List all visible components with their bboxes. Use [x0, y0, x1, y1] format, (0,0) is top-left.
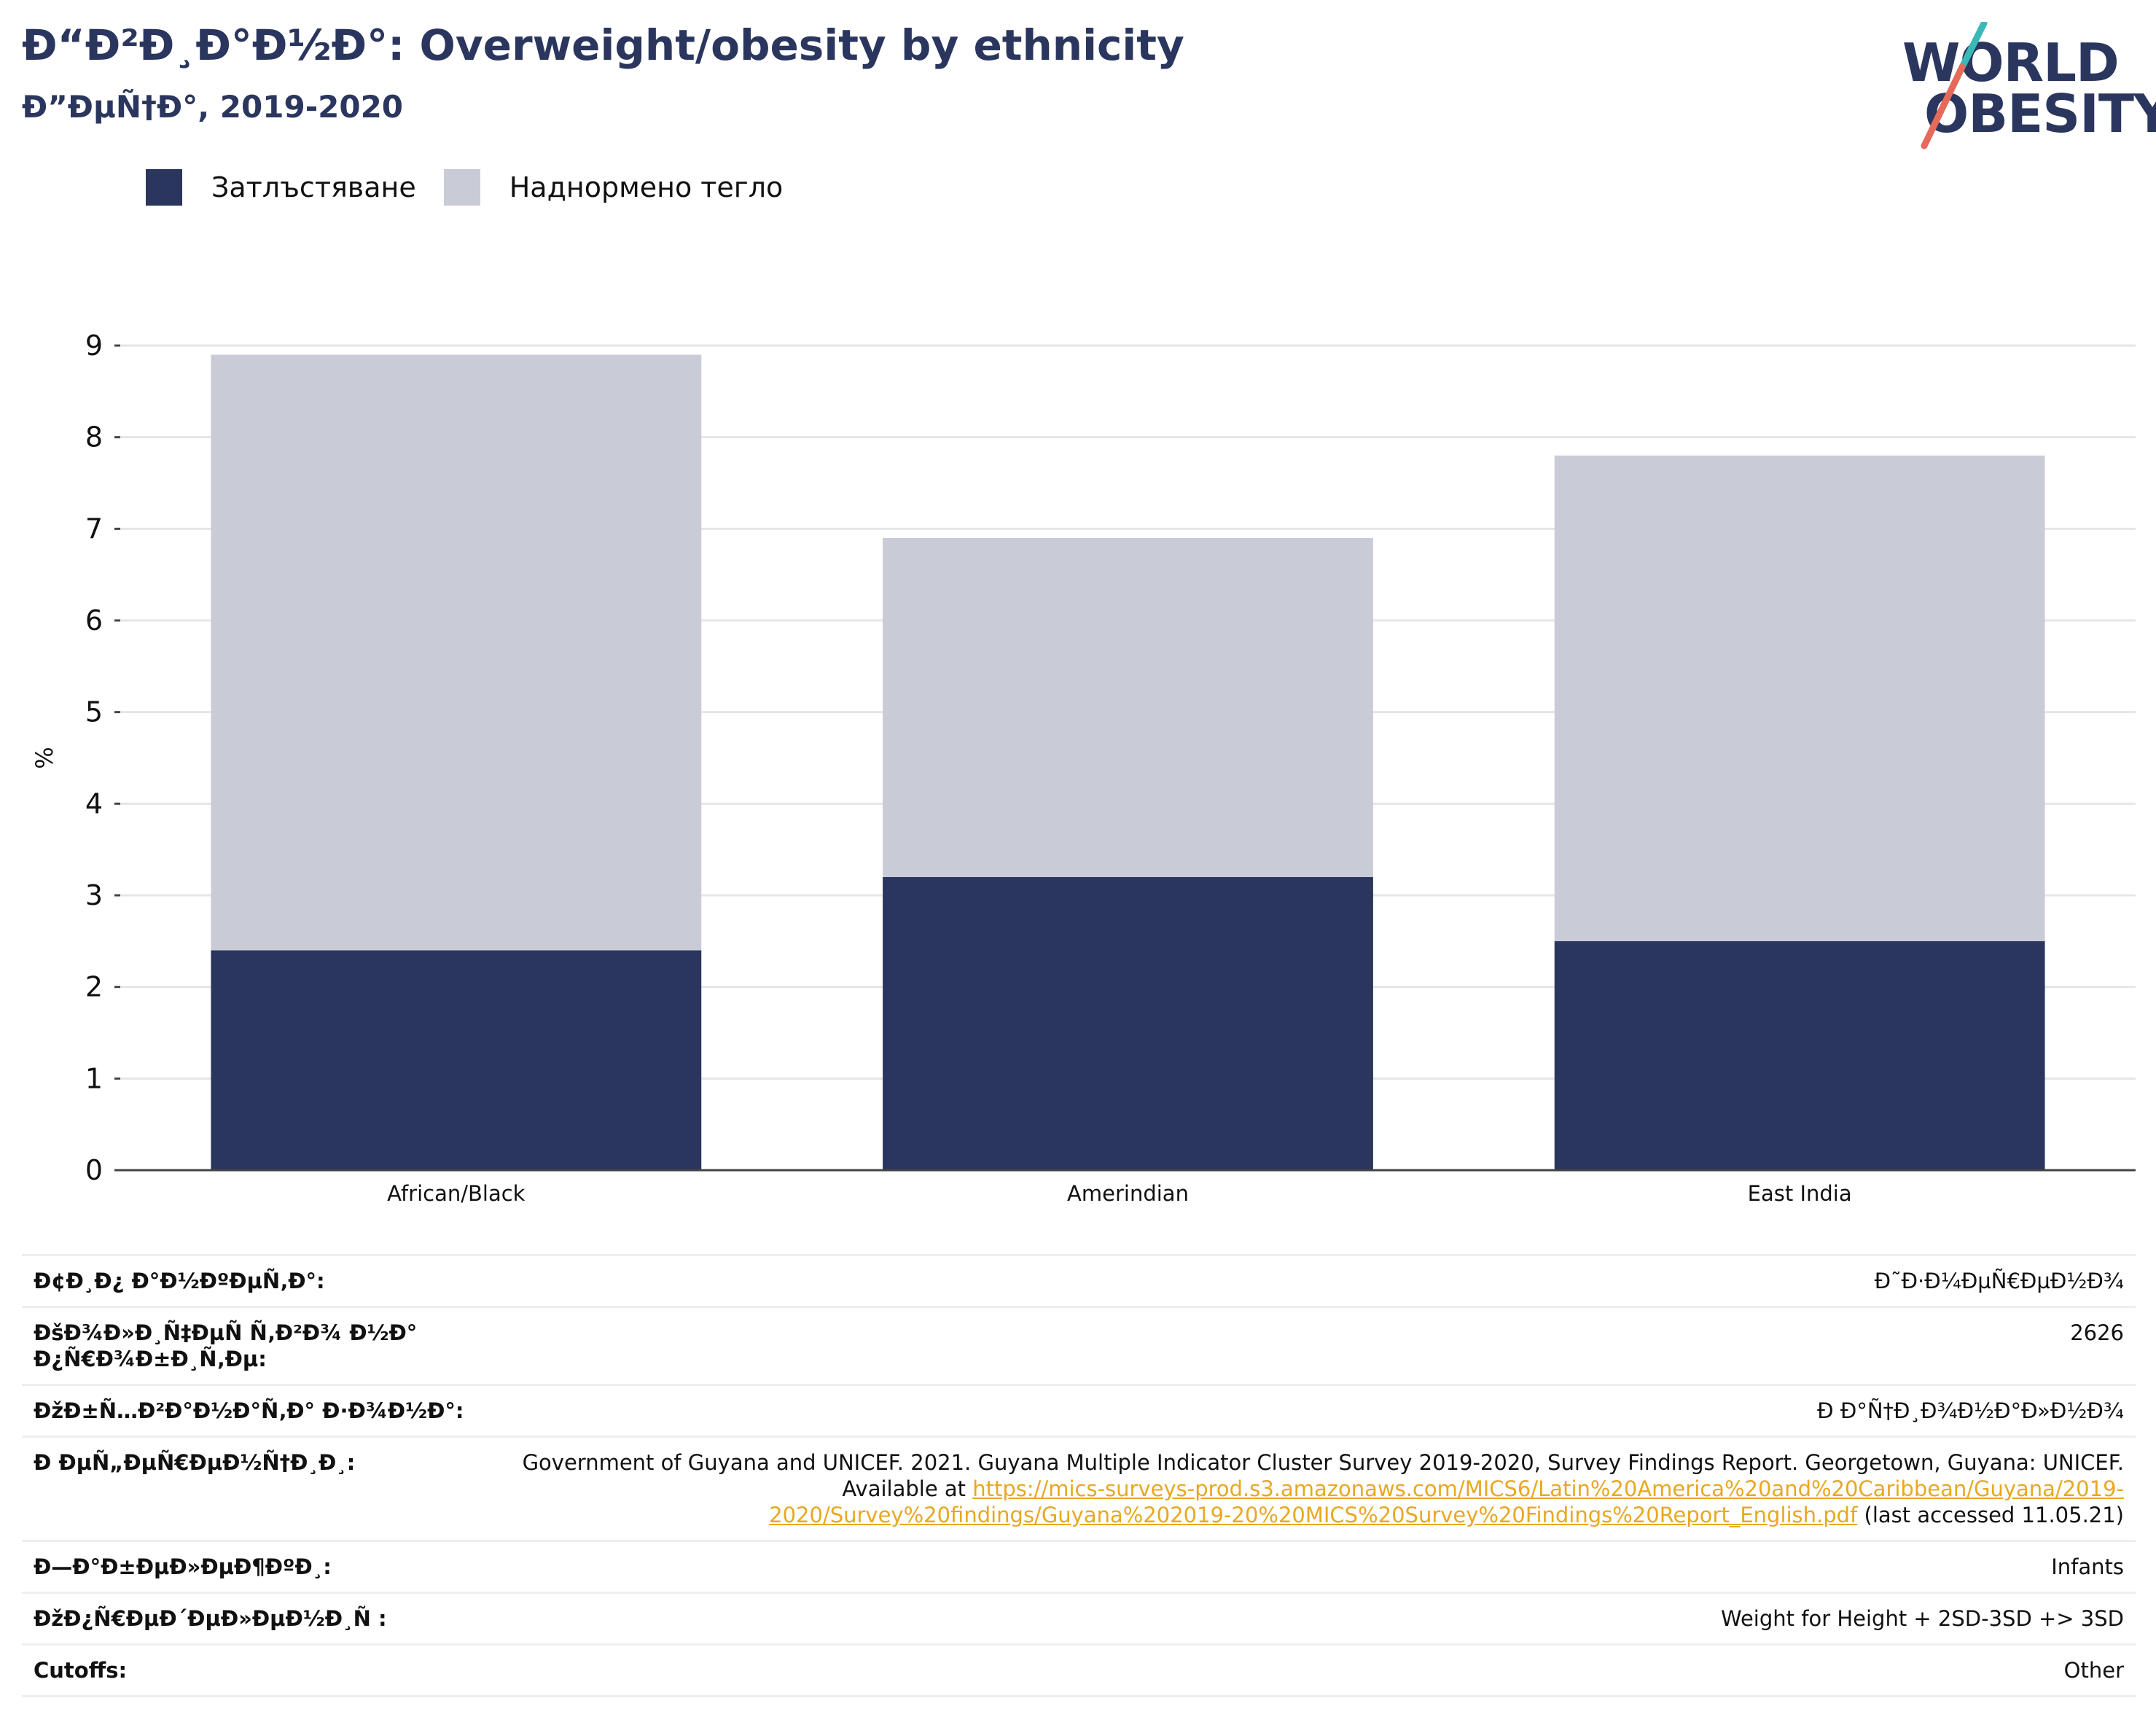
row-key: Cutoffs: — [34, 1658, 128, 1683]
legend-swatch-overweight — [443, 169, 480, 206]
table-row: ÐžÐ±Ñ…Ð²Ð°Ð½Ð°Ñ‚Ð° Ð·Ð¾Ð½Ð°: Ð Ð°Ñ†Ð¸Ð¾Ð… — [22, 1384, 2136, 1436]
y-tick-label: 8 — [85, 421, 103, 453]
page-title: Ð“Ð²Ð¸Ð°Ð½Ð°: Overweight/obesity by ethn… — [22, 20, 1184, 70]
legend-label-obesity: Затлъстяване — [211, 171, 416, 203]
metadata-table: Ð¢Ð¸Ð¿ Ð°Ð½ÐºÐµÑ‚Ð°: Ð˜Ð·Ð¼ÐµÑ€ÐµÐ½Ð¾ Ðš… — [22, 1254, 2136, 1697]
y-tick-label: 4 — [85, 787, 103, 819]
row-value: Ð˜Ð·Ð¼ÐµÑ€ÐµÐ½Ð¾ — [1874, 1269, 2124, 1293]
row-value: Weight for Height + 2SD-3SD +> 3SD — [1720, 1606, 2124, 1631]
y-tick-label: 7 — [85, 513, 103, 545]
page-subtitle: Ð”ÐµÑ†Ð°, 2019-2020 — [22, 89, 404, 125]
table-row: ÐšÐ¾Ð»Ð¸Ñ‡ÐµÑ Ñ‚Ð²Ð¾ Ð½Ð° Ð¿Ñ€Ð¾Ð±Ð¸Ñ‚Ðµ… — [22, 1306, 2136, 1384]
row-key: Ð—Ð°Ð±ÐµÐ»ÐµÐ¶ÐºÐ¸: — [34, 1554, 332, 1579]
x-tick-label: African/Black — [387, 1181, 526, 1206]
table-row: Ð¢Ð¸Ð¿ Ð°Ð½ÐºÐµÑ‚Ð°: Ð˜Ð·Ð¼ÐµÑ€ÐµÐ½Ð¾ — [22, 1254, 2136, 1306]
row-value: 2626 — [2070, 1320, 2124, 1345]
world-obesity-logo: WORLD OBESITY — [1902, 22, 2156, 153]
row-key: ÐšÐ¾Ð»Ð¸Ñ‡ÐµÑ Ñ‚Ð²Ð¾ Ð½Ð° Ð¿Ñ€Ð¾Ð±Ð¸Ñ‚Ðµ… — [34, 1320, 418, 1371]
reference-link[interactable]: https://mics-surveys-prod.s3.amazonaws.c… — [769, 1476, 2124, 1527]
y-tick-label: 5 — [85, 696, 103, 728]
y-tick-label: 9 — [85, 330, 103, 362]
bar-obesity — [1554, 941, 2045, 1170]
bar-overweight — [883, 537, 1373, 877]
row-value: Infants — [2051, 1554, 2124, 1579]
y-tick-label: 2 — [85, 971, 103, 1003]
row-value: Ð Ð°Ñ†Ð¸Ð¾Ð½Ð°Ð»Ð½Ð¾ — [1817, 1398, 2124, 1423]
row-key: ÐžÐ¿Ñ€ÐµÐ´ÐµÐ»ÐµÐ½Ð¸Ñ : — [34, 1606, 387, 1631]
row-value-references: Government of Guyana and UNICEF. 2021. G… — [520, 1449, 2124, 1528]
bar-obesity — [211, 950, 702, 1170]
logo-line-2: OBESITY — [1924, 83, 2156, 144]
y-axis-label: % — [31, 747, 58, 768]
y-tick-label: 3 — [85, 879, 103, 911]
y-tick-label: 0 — [85, 1154, 103, 1186]
reference-accessed: (last accessed 11.05.21) — [1857, 1503, 2125, 1527]
legend-label-overweight: Наднормено тегло — [509, 171, 784, 203]
row-key: Ð¢Ð¸Ð¿ Ð°Ð½ÐºÐµÑ‚Ð°: — [34, 1269, 325, 1293]
y-tick-label: 6 — [85, 604, 103, 636]
bar-overweight — [1554, 455, 2045, 941]
y-tick-label: 1 — [85, 1062, 103, 1094]
chart-legend: Затлъстяване Наднормено тегло — [146, 168, 811, 207]
stacked-bar-chart: 0 1 2 3 4 5 6 7 8 9% African/Black Amerindian East I… — [31, 330, 2136, 1206]
table-row: Ð—Ð°Ð±ÐµÐ»ÐµÐ¶ÐºÐ¸: Infants — [22, 1540, 2136, 1592]
table-row: Ð ÐµÑ„ÐµÑ€ÐµÐ½Ñ†Ð¸Ð¸: Government of Guya… — [22, 1436, 2136, 1540]
table-row: Cutoffs: Other — [22, 1643, 2136, 1697]
legend-item-overweight: Наднормено тегло — [443, 169, 784, 206]
x-tick-label: East India — [1748, 1181, 1852, 1206]
logo-line-1: WORLD — [1902, 32, 2120, 93]
logo-slash-icon — [1921, 22, 1988, 149]
row-key: Ð ÐµÑ„ÐµÑ€ÐµÐ½Ñ†Ð¸Ð¸: — [34, 1450, 356, 1475]
row-key: ÐžÐ±Ñ…Ð²Ð°Ð½Ð°Ñ‚Ð° Ð·Ð¾Ð½Ð°: — [34, 1398, 464, 1423]
bar-obesity — [883, 876, 1373, 1170]
reference-text: Government of Guyana and UNICEF. 2021. G… — [522, 1450, 2124, 1501]
row-value: Other — [2063, 1658, 2124, 1683]
bar-overweight — [211, 354, 702, 951]
legend-item-obesity: Затлъстяване — [146, 169, 416, 206]
table-row: ÐžÐ¿Ñ€ÐµÐ´ÐµÐ»ÐµÐ½Ð¸Ñ : Weight for Heigh… — [22, 1592, 2136, 1643]
legend-swatch-obesity — [146, 169, 182, 206]
x-tick-label: Amerindian — [1067, 1181, 1189, 1206]
